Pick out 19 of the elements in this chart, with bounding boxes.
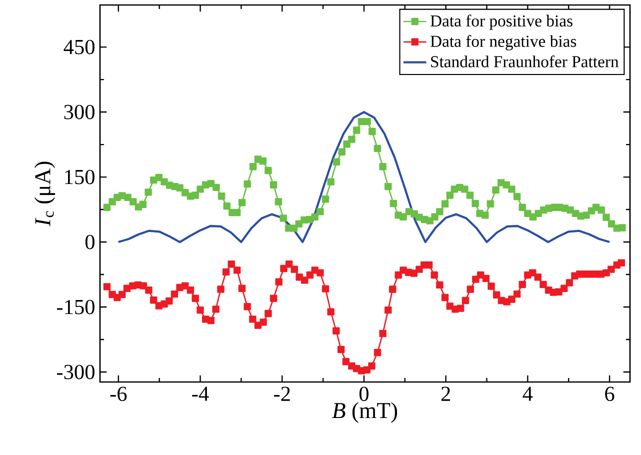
x-axis-title: B (mT) [332,402,398,423]
legend-label: Standard Fraunhofer Pattern [431,55,619,68]
legend-label: Data for negative bias [430,35,576,50]
x-tick-label: 0 [359,386,368,402]
y-tick-label: -150 [56,300,94,314]
x-tick-label: -6 [110,386,127,402]
y-tick-label: -300 [56,364,94,380]
y-tick-label: 0 [85,234,94,250]
x-tick-label: -4 [192,386,209,401]
y-tick-label: 300 [64,104,94,120]
y-tick-label: 150 [65,170,94,184]
y-tick-label: 450 [64,40,94,54]
x-tick-label: 4 [522,386,533,401]
x-tick-label: 6 [605,386,614,402]
x-tick-label: -2 [274,386,290,401]
x-tick-label: 2 [441,386,450,401]
legend-label: Data for positive bias [430,14,572,30]
line-series [117,110,611,244]
y-axis-title: I$_{c}$ (μA) [34,162,56,226]
